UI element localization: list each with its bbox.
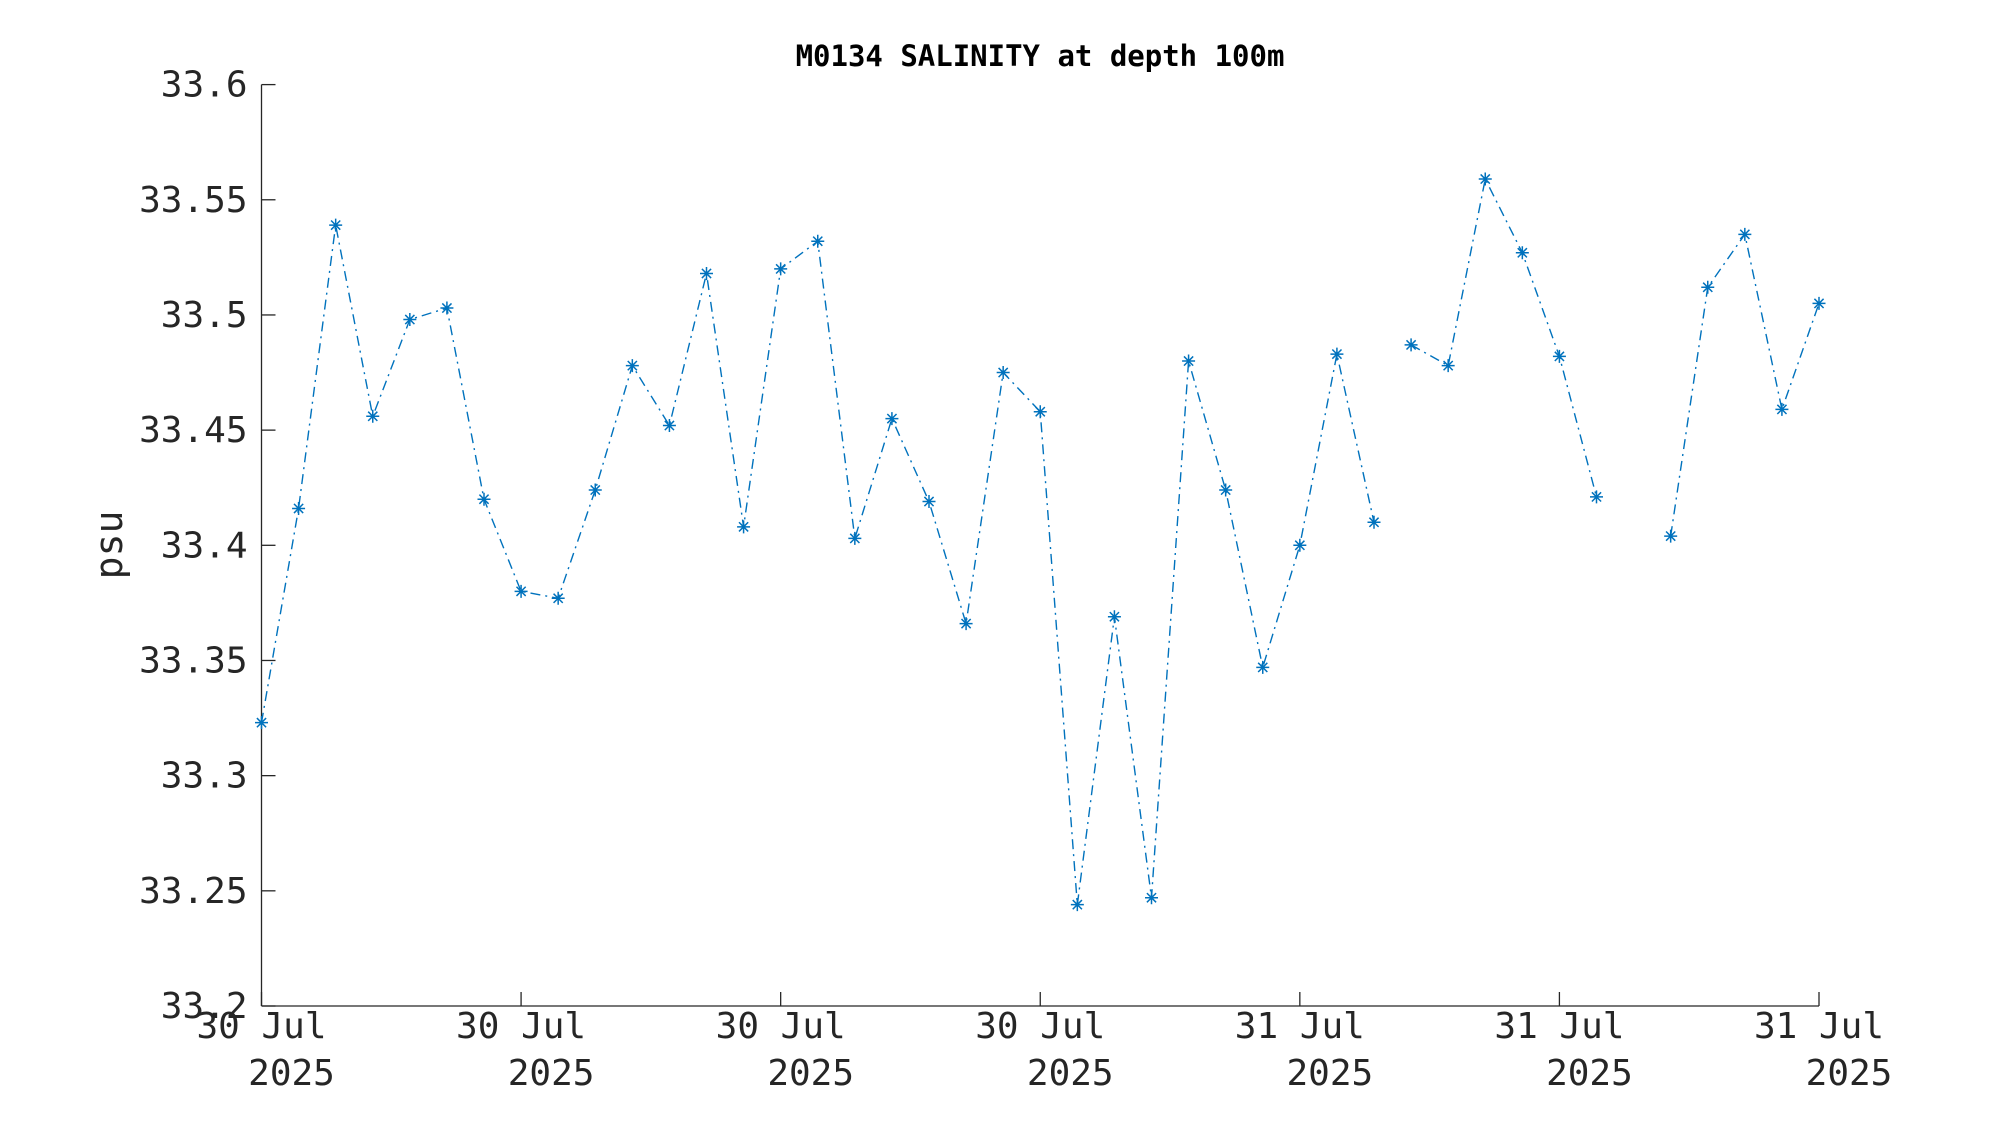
- x-tick-label: 2025: [1027, 1053, 1114, 1094]
- data-point: [737, 520, 751, 534]
- data-point: [1404, 338, 1418, 352]
- data-point: [1330, 347, 1344, 361]
- data-point: [922, 495, 936, 509]
- data-point: [1515, 246, 1529, 260]
- data-point: [1441, 359, 1455, 373]
- data-point: [292, 501, 306, 515]
- data-point: [1478, 172, 1492, 186]
- data-point: [1256, 660, 1270, 674]
- data-point: [1738, 227, 1752, 241]
- data-point: [1552, 349, 1566, 363]
- data-point: [1219, 483, 1233, 497]
- data-point: [1664, 529, 1678, 543]
- series-line: [260, 224, 1375, 905]
- data-point: [811, 234, 825, 248]
- x-tick-label: 2025: [767, 1053, 854, 1094]
- x-tick-label: 30 Jul: [716, 1006, 846, 1047]
- chart-title: M0134 SALINITY at depth 100m: [796, 39, 1285, 73]
- series-line: [1410, 176, 1598, 498]
- y-tick-label: 33.3: [161, 756, 248, 797]
- x-tick-label: 2025: [1286, 1053, 1373, 1094]
- data-point: [366, 409, 380, 423]
- data-point: [1812, 296, 1826, 310]
- data-point: [885, 412, 899, 426]
- data-point: [848, 531, 862, 545]
- data-point: [551, 591, 565, 605]
- y-tick-label: 33.55: [139, 180, 247, 221]
- x-tick-label: 31 Jul: [1494, 1006, 1624, 1047]
- data-point: [625, 359, 639, 373]
- data-point: [996, 366, 1010, 380]
- data-point: [403, 313, 417, 327]
- data-point: [477, 492, 491, 506]
- data-point: [1033, 405, 1047, 419]
- y-tick-label: 33.6: [161, 65, 248, 106]
- y-tick-label: 33.2: [161, 986, 248, 1027]
- x-tick-label: 31 Jul: [1235, 1006, 1365, 1047]
- y-axis-label: psu: [87, 511, 131, 580]
- data-point: [774, 262, 788, 276]
- data-point: [514, 584, 528, 598]
- x-tick-label: 30 Jul: [456, 1006, 586, 1047]
- x-tick-label: 2025: [248, 1053, 335, 1094]
- series-line: [1669, 232, 1820, 537]
- y-tick-label: 33.25: [139, 871, 247, 912]
- data-point: [1182, 354, 1196, 368]
- x-tick-label: 31 Jul: [1754, 1006, 1884, 1047]
- data-point: [1145, 891, 1158, 905]
- data-point: [662, 419, 676, 433]
- data-point: [1107, 610, 1121, 624]
- x-tick-label: 2025: [1806, 1053, 1893, 1094]
- x-tick-label: 2025: [1546, 1053, 1633, 1094]
- data-point: [1590, 490, 1603, 504]
- data-point: [1070, 898, 1084, 912]
- data-point: [440, 301, 454, 315]
- y-tick-label: 33.4: [161, 525, 248, 566]
- y-tick-label: 33.45: [139, 410, 247, 451]
- y-tick-label: 33.5: [161, 295, 248, 336]
- data-point: [959, 617, 973, 631]
- y-tick-label: 33.35: [139, 640, 247, 681]
- data-point: [588, 483, 602, 497]
- x-tick-label: 2025: [508, 1053, 595, 1094]
- data-point: [1367, 515, 1381, 529]
- data-point: [1701, 280, 1715, 294]
- data-point: [329, 218, 343, 232]
- data-point: [1293, 538, 1307, 552]
- x-tick-label: 30 Jul: [196, 1006, 326, 1047]
- data-point: [700, 266, 713, 280]
- data-point: [1775, 402, 1789, 416]
- data-point: [255, 716, 268, 730]
- x-tick-label: 30 Jul: [975, 1006, 1105, 1047]
